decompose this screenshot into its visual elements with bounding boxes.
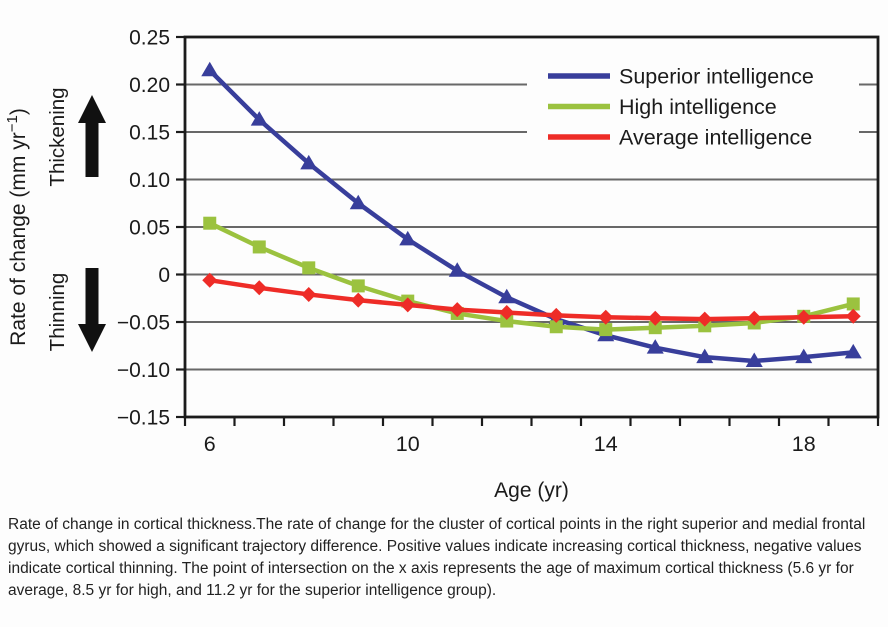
y-tick-label: 0.15 [129, 122, 170, 145]
superior-intelligence-marker [349, 194, 367, 210]
high-intelligence-marker [302, 261, 316, 275]
chart-area: 0.25 0.20 0.15 0.10 0.05 0 −0.05 −0.10 −0.15 6 10 1… [4, 27, 880, 502]
line-high-intelligence [207, 220, 856, 332]
x-tick-label: 14 [594, 432, 618, 456]
y-tick-label: −0.05 [117, 312, 170, 335]
average-intelligence-marker [251, 280, 267, 296]
average-intelligence-marker [350, 292, 366, 308]
x-axis-title: Age (yr) [494, 479, 569, 502]
average-intelligence-marker [647, 310, 663, 326]
superior-intelligence-marker [844, 343, 862, 359]
line-average-intelligence [207, 277, 856, 322]
thickening-label: Thickening [46, 87, 69, 186]
superior-intelligence-marker [250, 111, 268, 126]
superior-intelligence-marker [696, 348, 714, 364]
y-tick-label: 0 [158, 264, 170, 287]
superior-intelligence-marker [201, 61, 219, 77]
thinning-label: Thinning [46, 273, 69, 352]
high-intelligence-marker [549, 320, 563, 334]
line-superior-intelligence [207, 68, 856, 364]
superior-intelligence-marker [745, 352, 763, 367]
y-tick-label: −0.15 [117, 407, 170, 430]
x-tick-label: 10 [396, 432, 420, 456]
superior-intelligence-marker [646, 339, 664, 354]
average-intelligence-marker [301, 286, 317, 302]
average-intelligence-marker [202, 272, 218, 288]
down-arrow-icon [78, 268, 106, 352]
average-intelligence-marker [697, 311, 713, 327]
average-intelligence-marker [400, 297, 416, 313]
superior-intelligence-marker [300, 154, 318, 170]
y-tick-label: −0.10 [117, 359, 170, 382]
up-arrow-icon [78, 95, 106, 177]
legend-label-high-intelligence: High intelligence [619, 95, 777, 119]
high-intelligence-marker [500, 314, 514, 328]
cortical-thickness-chart: 0.25 0.20 0.15 0.10 0.05 0 −0.05 −0.10 −0.15 6 10 1… [4, 27, 880, 502]
legend-label-superior-intelligence: Superior intelligence [619, 65, 814, 89]
y-tick-label: 0.05 [129, 217, 170, 240]
average-intelligence-marker [499, 305, 515, 320]
high-intelligence-marker [252, 240, 266, 254]
average-intelligence-marker [796, 309, 812, 325]
y-tick-label: 0.20 [129, 74, 170, 97]
average-intelligence-marker [746, 310, 762, 326]
x-tick-label: 18 [792, 432, 816, 456]
superior-intelligence-marker [498, 288, 516, 304]
high-intelligence-marker [203, 216, 217, 230]
high-intelligence-marker [846, 297, 860, 311]
superior-intelligence-marker [795, 348, 813, 364]
average-intelligence-marker [845, 308, 861, 324]
superior-intelligence-marker [399, 230, 417, 246]
superior-intelligence-marker [448, 262, 466, 277]
high-intelligence-marker [648, 321, 662, 335]
high-intelligence-marker [599, 323, 613, 337]
x-tick-label: 6 [204, 432, 216, 456]
y-axis-title: Rate of change (mm yr−1) [4, 108, 30, 346]
legend-label-average-intelligence: Average intelligence [619, 126, 812, 150]
average-intelligence-marker [449, 302, 465, 318]
y-tick-label: 0.25 [129, 27, 170, 50]
average-intelligence-marker [598, 309, 614, 325]
average-intelligence-marker [548, 307, 564, 323]
figure-caption: Rate of change in cortical thickness.The… [8, 516, 866, 599]
y-tick-label: 0.10 [129, 169, 170, 192]
high-intelligence-marker [351, 279, 365, 293]
